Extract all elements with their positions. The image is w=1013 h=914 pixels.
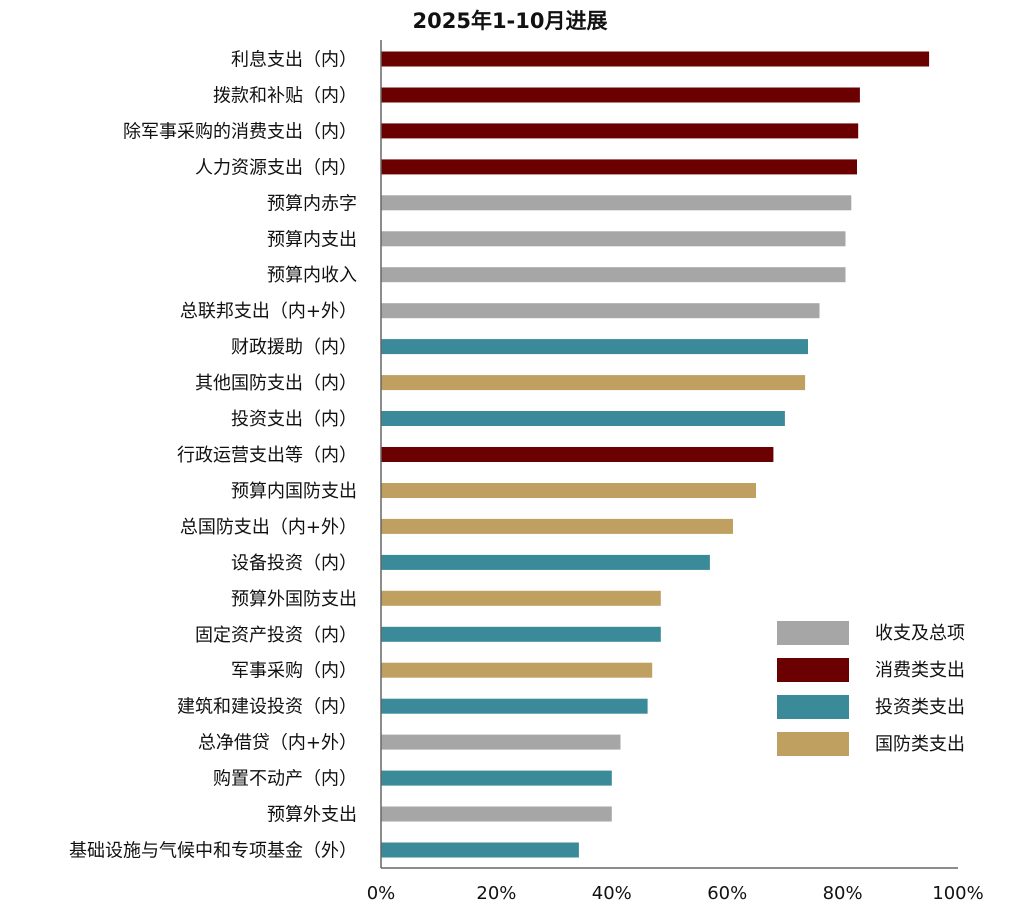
x-tick-label: 100% [932,883,983,904]
category-label: 设备投资（内） [231,553,357,574]
category-label: 总联邦支出（内+外） [180,301,357,322]
category-label: 利息支出（内） [231,50,357,71]
bar [381,842,579,858]
category-label: 投资支出（内） [231,409,357,430]
category-label: 预算内国防支出 [231,481,357,502]
category-label: 预算外国防支出 [231,589,357,610]
chart-title: 2025年1-10月进展 [413,9,608,33]
bar [381,267,846,283]
category-label: 人力资源支出（内） [195,157,357,178]
bar [381,698,648,714]
category-label: 购置不动产（内） [213,769,357,790]
category-labels: 利息支出（内） 拨款和补贴（内） 除军事采购的消费支出（内） 人力资源支出（内） 预算内… [69,50,357,862]
x-tick-label: 0% [367,883,396,904]
legend-label: 国防类支出 [875,734,965,755]
x-tick-label: 60% [707,883,747,904]
bar [381,123,859,139]
legend-swatch [777,695,849,719]
bar [381,339,808,355]
category-label: 财政援助（内） [231,337,357,358]
legend-swatch [777,658,849,682]
bar [381,554,710,570]
category-label: 固定资产投资（内） [195,625,357,646]
category-label: 预算内收入 [267,265,357,286]
legend-label: 消费类支出 [875,660,965,681]
bar [381,770,612,786]
category-label: 总国防支出（内+外） [180,517,357,538]
bar [381,159,857,175]
bar [381,518,733,534]
category-label: 行政运营支出等（内） [177,445,357,466]
category-label: 基础设施与气候中和专项基金（外） [69,841,357,862]
bar [381,195,852,211]
bar [381,51,930,67]
category-label: 建筑和建设投资（内） [177,697,357,718]
bar [381,626,661,642]
category-label: 预算内支出 [267,229,357,250]
bar [381,734,621,750]
bars-layer [381,51,930,858]
bar [381,447,774,462]
legend-label: 收支及总项 [875,623,965,644]
category-label: 总净借贷（内+外） [198,733,357,754]
legend-swatch [777,732,849,756]
category-label: 除军事采购的消费支出（内） [123,121,357,142]
bar [381,375,806,391]
category-label: 预算内赤字 [267,193,357,214]
category-label: 拨款和补贴（内） [213,86,357,107]
category-label: 军事采购（内） [231,661,357,682]
bar [381,483,756,498]
bar [381,662,653,678]
legend-label: 投资类支出 [875,697,965,718]
category-label: 预算外支出 [267,805,357,826]
x-tick-label: 20% [476,883,516,904]
x-tick-label: 80% [823,883,863,904]
category-label: 其他国防支出（内） [195,373,357,394]
axes: 0% 20% 40% 60% 80% 100% [367,40,984,904]
bar [381,87,860,103]
bar [381,231,846,247]
bar [381,806,612,822]
bar [381,590,661,606]
legend-swatch [777,621,849,645]
bar [381,411,785,426]
bar [381,303,820,319]
x-tick-label: 40% [592,883,632,904]
